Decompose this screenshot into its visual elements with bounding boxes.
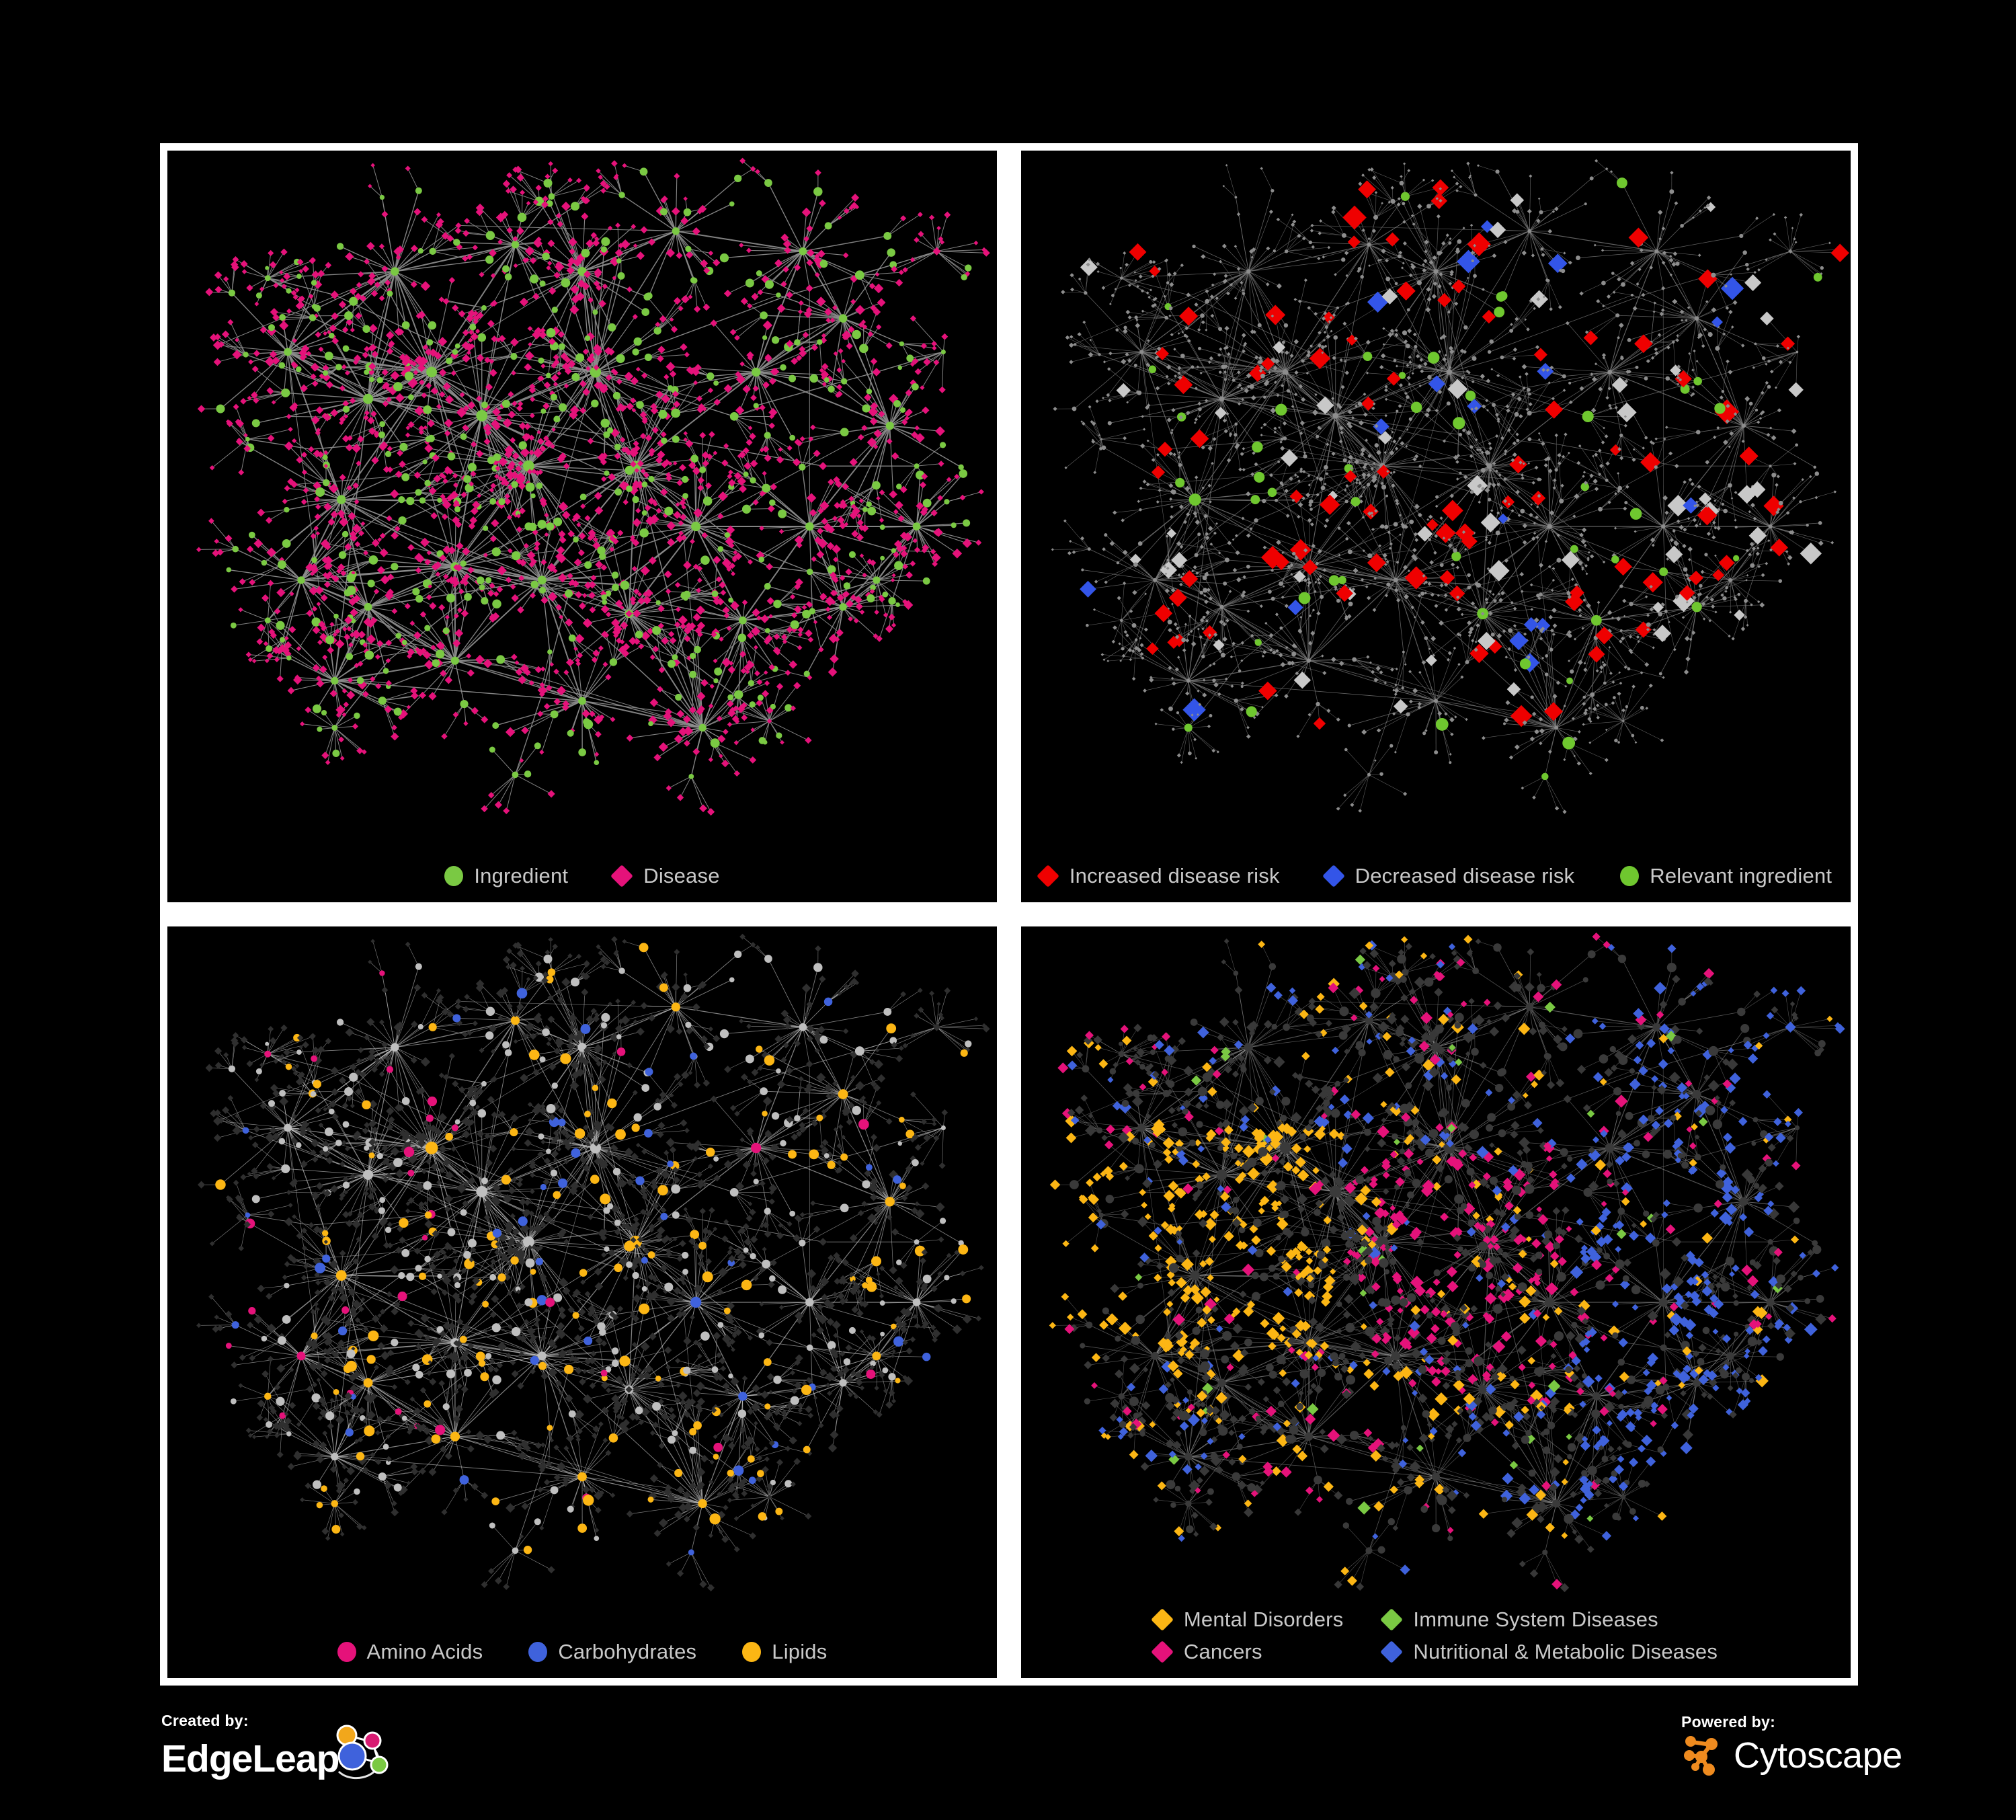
panel-grid: Ingredient Disease Increased disease ris…: [160, 143, 1858, 1686]
network-canvas-3: [167, 926, 997, 1678]
panel-disease-risk: Increased disease risk Decreased disease…: [1014, 143, 1858, 910]
created-by-label: Created by:: [161, 1712, 249, 1729]
panel-nutrient-classes: Amino Acids Carbohydrates Lipids: [160, 919, 1004, 1686]
edgeleap-branding: Created by: EdgeLeap: [161, 1712, 407, 1786]
cytoscape-icon: [1684, 1736, 1718, 1776]
network-canvas-4: [1021, 926, 1851, 1678]
panel-ingredient-disease: Ingredient Disease: [160, 143, 1004, 910]
powered-by-label: Powered by:: [1681, 1713, 1776, 1731]
edgeleap-node-icon: [336, 1725, 389, 1779]
cytoscape-wordmark: Cytoscape: [1734, 1735, 1902, 1776]
network-canvas-2: [1021, 151, 1851, 902]
edgeleap-wordmark: EdgeLeap: [161, 1737, 339, 1780]
network-canvas-1: [167, 151, 997, 902]
cytoscape-branding: Powered by: Cytoscape: [1681, 1713, 1902, 1778]
panel-disease-classes: Mental Disorders Immune System Diseases …: [1014, 919, 1858, 1686]
